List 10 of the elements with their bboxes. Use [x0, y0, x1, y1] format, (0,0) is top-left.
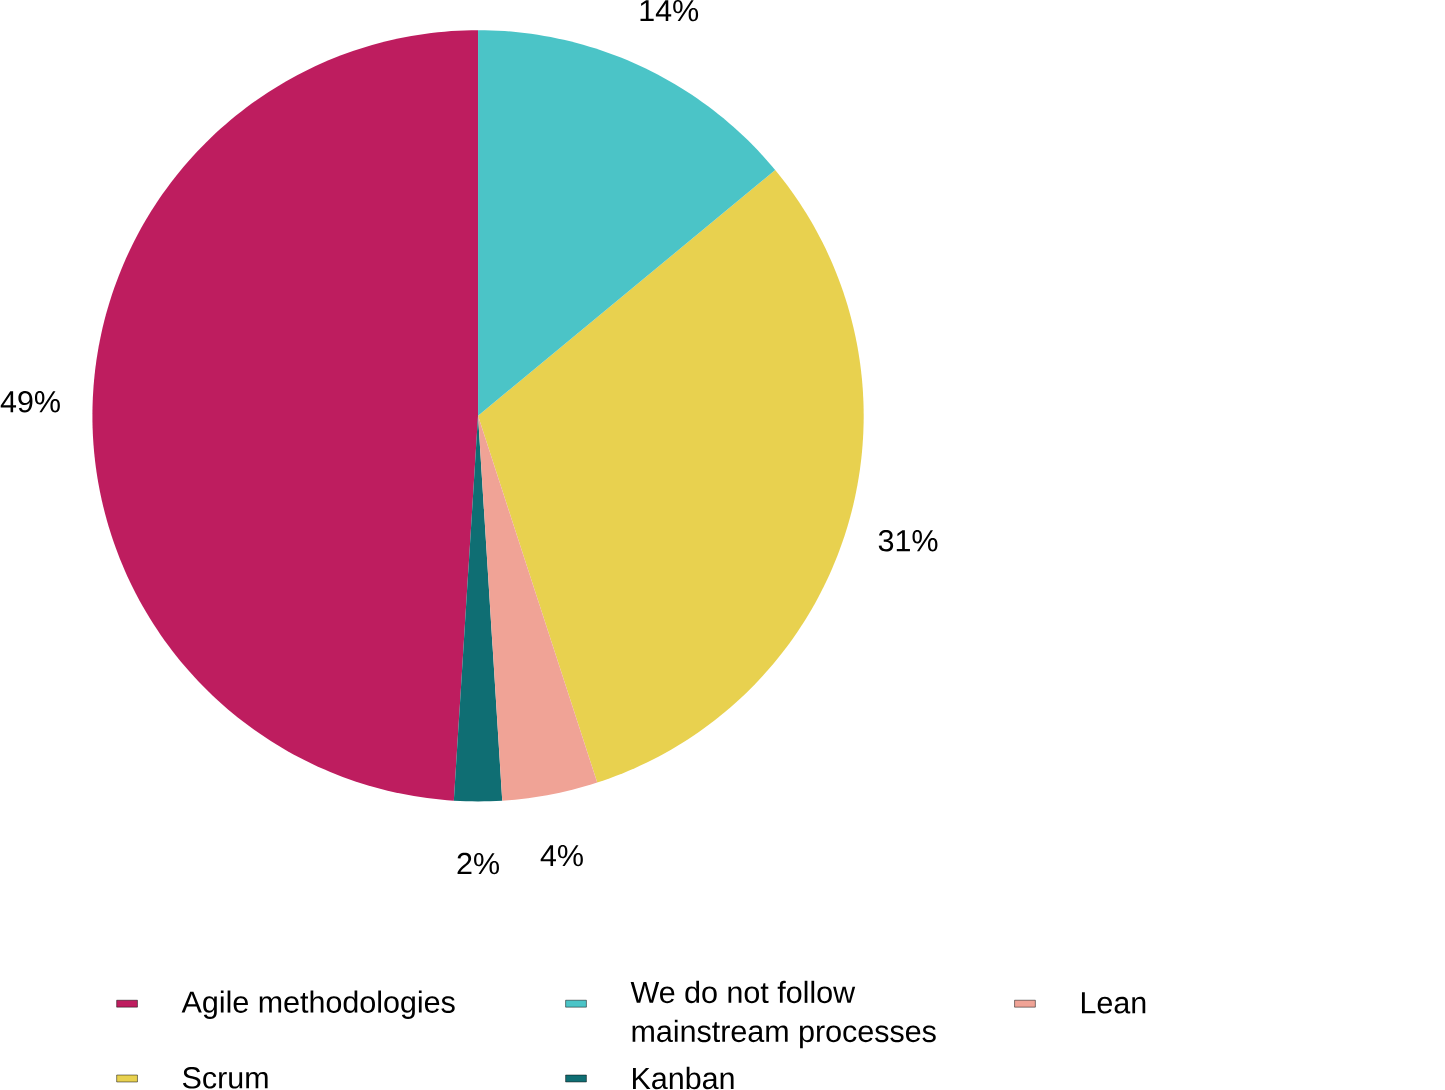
data-label: 31%	[878, 529, 938, 552]
data-label: 2%	[457, 852, 499, 875]
legend-label: We do not follow mainstream processes	[630, 980, 936, 1049]
data-label: 4%	[540, 844, 583, 867]
legend-label: Kanban	[633, 1066, 734, 1090]
legend-label: Lean	[1081, 992, 1146, 1014]
legend-label: Agile methodologies	[181, 990, 455, 1019]
data-label: 14%	[640, 0, 699, 22]
legend-label: Scrum	[182, 1066, 268, 1089]
data-label: 49%	[0, 390, 60, 413]
